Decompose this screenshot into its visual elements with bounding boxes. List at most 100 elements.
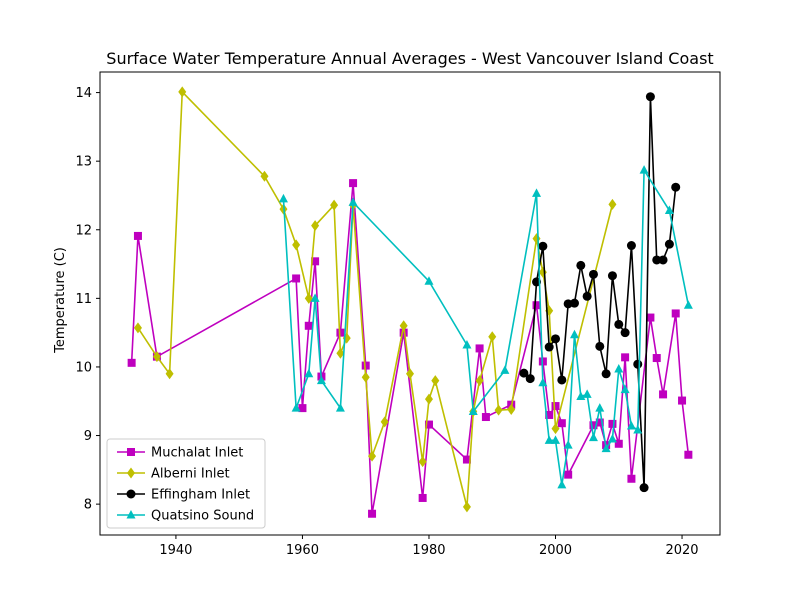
data-point-alberni-inlet	[462, 501, 471, 513]
x-tick-label: 2000	[539, 543, 572, 558]
data-point-muchalat-inlet	[399, 328, 408, 337]
data-point-quatsino-sound	[500, 365, 510, 374]
data-point-muchalat-inlet	[545, 410, 554, 419]
legend-item-effingham-inlet: Effingham Inlet	[117, 488, 250, 503]
data-point-effingham-inlet	[525, 374, 535, 384]
data-point-effingham-inlet	[658, 255, 668, 265]
x-tick-label: 2020	[665, 543, 698, 558]
data-point-quatsino-sound	[563, 440, 573, 449]
x-tick-label: 1960	[286, 543, 319, 558]
data-point-muchalat-inlet	[292, 274, 301, 283]
data-point-muchalat-inlet	[551, 402, 560, 411]
data-point-muchalat-inlet	[589, 421, 598, 430]
data-point-alberni-inlet	[406, 368, 414, 380]
axes-frame	[99, 71, 721, 536]
data-point-alberni-inlet	[488, 331, 497, 343]
data-point-effingham-inlet	[582, 291, 592, 301]
data-point-alberni-inlet	[336, 347, 345, 359]
data-point-effingham-inlet	[576, 260, 586, 270]
data-point-quatsino-sound	[595, 403, 605, 412]
legend-marker	[127, 467, 135, 479]
data-point-muchalat-inlet	[614, 439, 623, 448]
data-point-muchalat-inlet	[336, 328, 345, 337]
legend-box	[106, 438, 266, 529]
data-point-alberni-inlet	[494, 404, 503, 416]
data-point-alberni-inlet	[507, 403, 516, 415]
data-point-quatsino-sound	[614, 364, 624, 373]
plot-area	[127, 86, 693, 518]
legend-marker	[127, 448, 135, 456]
data-point-effingham-inlet	[633, 359, 643, 369]
data-point-alberni-inlet	[551, 423, 560, 435]
legend-item-quatsino-sound: Quatsino Sound	[117, 509, 254, 524]
data-point-muchalat-inlet	[608, 419, 617, 428]
data-point-muchalat-inlet	[564, 470, 573, 479]
data-point-muchalat-inlet	[311, 257, 320, 266]
data-point-quatsino-sound	[291, 403, 301, 412]
data-point-quatsino-sound	[468, 406, 478, 416]
data-point-muchalat-inlet	[646, 313, 655, 322]
data-point-quatsino-sound	[424, 276, 434, 285]
data-point-quatsino-sound	[335, 403, 345, 412]
chart-title: Surface Water Temperature Annual Average…	[106, 49, 713, 68]
legend: Muchalat Inlet Alberni Inlet Effingham Inl…	[106, 438, 266, 529]
data-point-alberni-inlet	[330, 199, 339, 211]
legend-label: Quatsino Sound	[151, 509, 254, 524]
x-tick-label: 1980	[412, 543, 445, 558]
data-point-quatsino-sound	[633, 425, 643, 434]
series-line-muchalat-inlet	[130, 183, 690, 514]
data-point-alberni-inlet	[178, 86, 187, 98]
legend-label: Alberni Inlet	[151, 467, 230, 482]
data-point-quatsino-sound	[462, 339, 472, 349]
data-point-quatsino-sound	[551, 435, 561, 444]
data-point-quatsino-sound	[348, 197, 358, 206]
data-point-alberni-inlet	[424, 393, 433, 405]
data-point-muchalat-inlet	[627, 474, 636, 483]
data-point-quatsino-sound	[544, 435, 554, 444]
data-point-muchalat-inlet	[652, 354, 661, 363]
data-point-muchalat-inlet	[475, 344, 484, 353]
data-point-muchalat-inlet	[532, 301, 541, 310]
data-point-effingham-inlet	[620, 328, 630, 338]
data-point-muchalat-inlet	[133, 231, 142, 240]
data-point-muchalat-inlet	[678, 396, 687, 405]
data-point-alberni-inlet	[304, 292, 313, 304]
legend-item-muchalat-inlet: Muchalat Inlet	[117, 446, 243, 461]
data-point-effingham-inlet	[601, 369, 611, 379]
data-point-alberni-inlet	[311, 220, 320, 232]
data-point-quatsino-sound	[316, 375, 326, 385]
legend-marker	[126, 510, 136, 519]
data-point-effingham-inlet	[538, 241, 548, 251]
data-point-alberni-inlet	[292, 239, 301, 251]
data-point-effingham-inlet	[551, 334, 561, 344]
data-point-muchalat-inlet	[595, 418, 604, 427]
y-tick-label: 12	[75, 223, 92, 238]
data-point-alberni-inlet	[361, 371, 370, 383]
data-point-alberni-inlet	[152, 351, 161, 363]
data-point-muchalat-inlet	[368, 509, 377, 518]
data-point-effingham-inlet	[652, 255, 662, 265]
data-point-muchalat-inlet	[424, 420, 433, 429]
y-tick-label: 10	[75, 360, 92, 375]
data-point-quatsino-sound	[664, 205, 674, 215]
data-point-muchalat-inlet	[481, 413, 490, 422]
data-point-muchalat-inlet	[671, 309, 680, 318]
data-point-effingham-inlet	[595, 341, 605, 351]
legend-label: Muchalat Inlet	[151, 446, 243, 461]
y-tick-label: 9	[84, 429, 92, 444]
data-point-muchalat-inlet	[462, 455, 471, 464]
data-point-effingham-inlet	[557, 375, 567, 385]
data-point-alberni-inlet	[165, 368, 174, 380]
data-point-effingham-inlet	[519, 368, 529, 378]
data-point-effingham-inlet	[626, 241, 636, 251]
data-point-quatsino-sound	[620, 384, 630, 394]
data-point-quatsino-sound	[683, 300, 693, 309]
data-point-quatsino-sound	[582, 389, 592, 398]
data-point-muchalat-inlet	[418, 493, 427, 502]
data-point-alberni-inlet	[260, 170, 269, 182]
data-point-alberni-inlet	[368, 450, 377, 462]
data-point-alberni-inlet	[418, 456, 427, 468]
x-tick-label: 1940	[159, 543, 192, 558]
data-point-quatsino-sound	[601, 443, 611, 453]
